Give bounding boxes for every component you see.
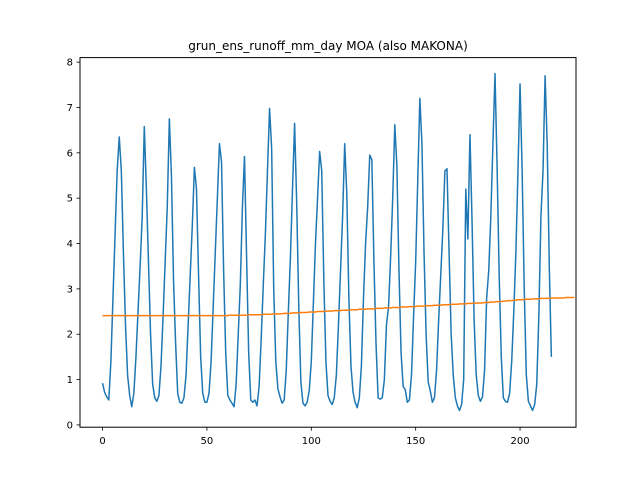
y-tick-label: 0	[67, 420, 73, 431]
x-axis: 0 50 100 150 200	[99, 427, 530, 447]
y-tick-label: 7	[67, 103, 73, 114]
y-axis: 0 1 2 3 4 5 6 7 8	[67, 58, 80, 431]
y-tick-label: 3	[67, 284, 73, 295]
x-tick-label: 200	[511, 436, 530, 447]
series-1-line	[102, 296, 575, 317]
axes-frame	[79, 57, 577, 428]
plot-area	[101, 72, 575, 412]
y-tick-label: 6	[67, 148, 73, 159]
x-tick-label: 100	[302, 436, 321, 447]
y-tick-label: 2	[67, 330, 73, 341]
series-0-line	[101, 72, 553, 412]
x-tick-label: 150	[406, 436, 425, 447]
chart-title: grun_ens_runoff_mm_day MOA (also MAKONA)	[188, 39, 468, 53]
x-tick-label: 50	[201, 436, 214, 447]
y-tick-label: 5	[67, 194, 73, 205]
y-tick-label: 1	[67, 375, 73, 386]
y-tick-label: 8	[67, 58, 73, 69]
y-tick-label: 4	[67, 239, 73, 250]
x-tick-label: 0	[99, 436, 105, 447]
